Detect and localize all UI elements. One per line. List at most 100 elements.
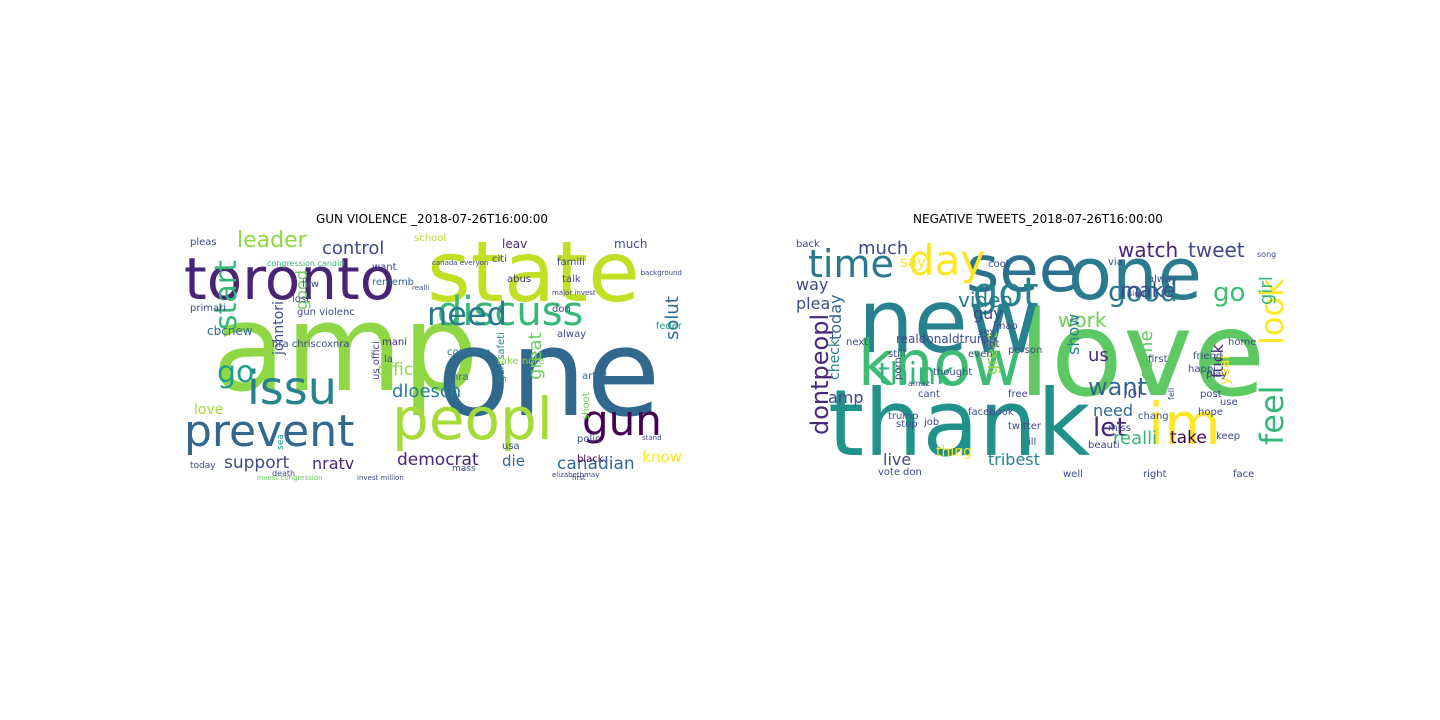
wordcloud-word: vote: [878, 467, 901, 478]
wordcloud-word: friend: [1193, 351, 1223, 362]
wordcloud-word: canadian: [557, 454, 635, 474]
wordcloud-word: die: [502, 452, 525, 470]
wordcloud-word: mani: [382, 337, 407, 348]
wordcloud-word: next: [846, 337, 869, 348]
wordcloud-word: invest congression: [257, 474, 323, 482]
wordcloud-word: toronto: [184, 245, 396, 313]
wordcloud-word: stop: [896, 419, 918, 430]
wordcloud-word: back: [796, 239, 820, 250]
wordcloud-word: twitter: [1008, 421, 1041, 432]
wordcloud-word: democrat: [397, 450, 479, 470]
wordcloud-word: face: [1233, 469, 1255, 480]
wordcloud-word: today: [826, 294, 845, 341]
wordcloud-word: cool: [988, 259, 1009, 270]
wordcloud-word: pleas: [190, 237, 217, 248]
wordcloud-word: work: [1058, 308, 1107, 332]
wordcloud-negative-tweets: love thank new one see know im day time got feel lo…: [788, 230, 1288, 482]
wordcloud-word: background: [640, 269, 682, 277]
wordcloud-word: know: [642, 448, 682, 466]
wordcloud-word: beauti: [1088, 440, 1120, 451]
wordcloud-word: love: [1018, 285, 1266, 423]
wordcloud-word: first: [1148, 354, 1168, 365]
wordcloud-word: way: [796, 275, 829, 294]
wordcloud-word: realli: [1113, 428, 1158, 449]
wordcloud-word: leader: [237, 230, 307, 253]
wordcloud-word: home: [1228, 337, 1257, 348]
wordcloud-word: gun violenc: [297, 307, 355, 318]
panel-title: GUN VIOLENCE _2018-07-26T16:00:00: [315, 212, 549, 226]
wordcloud-word: support: [224, 453, 290, 473]
wordcloud-word: got: [973, 270, 1039, 316]
wordcloud-word: congression candid: [267, 259, 345, 268]
wordcloud-word: first: [572, 474, 586, 482]
wordcloud-word: amp: [828, 388, 864, 407]
wordcloud-word: famili: [557, 257, 585, 268]
wordcloud-word: nratv: [312, 454, 355, 473]
wordcloud-word: start: [209, 260, 244, 330]
wordcloud-word: girl: [1256, 276, 1277, 305]
wordcloud-word: new: [858, 270, 1040, 373]
wordcloud-word: good: [1108, 275, 1178, 308]
wordcloud-word: see: [966, 233, 1079, 307]
wordcloud-word: major invest: [552, 289, 596, 297]
wordcloud-word: sign: [1128, 289, 1145, 298]
wordcloud-word: tweet: [1188, 238, 1245, 262]
wordcloud-word: right: [1143, 469, 1167, 480]
wordcloud-word: lmao: [993, 321, 1018, 332]
wordcloud-word: well: [1063, 469, 1083, 480]
wordcloud-word: cbcnew: [207, 324, 253, 338]
wordcloud-word: miss: [1108, 423, 1131, 434]
wordcloud-word: invest million: [357, 474, 404, 482]
wordcloud-word: want: [372, 262, 397, 273]
wordcloud-word: day: [908, 236, 986, 285]
wordcloud-word: alway: [557, 329, 587, 340]
wordcloud-word: trump: [888, 411, 919, 422]
wordcloud-word: commun: [447, 347, 491, 358]
wordcloud-word: thought: [933, 367, 973, 378]
wordcloud-word: use: [1220, 397, 1238, 408]
wordcloud-word: issu: [247, 361, 337, 415]
wordcloud-word: today: [190, 461, 216, 471]
wordcloud-panel-negative-tweets: NEGATIVE TWEETS_2018-07-26T16:00:00 love…: [778, 212, 1298, 502]
wordcloud-word: guy: [973, 304, 1003, 323]
wordcloud-word: person: [1008, 345, 1043, 356]
wordcloud-word: sea: [276, 434, 286, 450]
wordcloud-word: primari: [190, 303, 226, 314]
wordcloud-word: go: [217, 355, 255, 390]
wordcloud-word: porn: [893, 357, 904, 380]
wordcloud-word: need: [1093, 401, 1133, 420]
wordcloud-word: want: [1088, 373, 1147, 401]
wordcloud-gun-violence: amp one state toronto peopl prevent discuss iss…: [182, 230, 682, 482]
wordcloud-word: keep: [1216, 431, 1241, 442]
wordcloud-word: us offici: [371, 341, 382, 380]
wordcloud-word: still: [888, 349, 906, 360]
wordcloud-word: realli: [412, 284, 430, 292]
wordcloud-word: know: [858, 327, 1022, 400]
wordcloud-word: realdonaldtrump: [896, 332, 997, 346]
wordcloud-word: free: [1008, 389, 1028, 400]
wordcloud-word: let: [1093, 413, 1127, 443]
wordcloud-word: fell: [1167, 387, 1176, 400]
wordcloud-word: song: [1257, 250, 1277, 259]
wordcloud-word: gun: [582, 396, 662, 445]
wordcloud-word: peopl: [392, 385, 553, 453]
wordcloud-word: articl: [582, 371, 608, 382]
wordcloud-word: job: [924, 417, 940, 428]
wordcloud-word: hope: [1198, 407, 1223, 418]
wordcloud-word: need: [427, 295, 507, 333]
wordcloud-word: offic: [377, 360, 414, 380]
wordcloud-word: post: [1200, 389, 1222, 400]
wordcloud-word: take note: [497, 356, 545, 367]
wordcloud-word: leav: [502, 237, 528, 251]
wordcloud-word: live: [883, 450, 912, 469]
wordcloud-word: even: [968, 349, 993, 360]
wordcloud-word: dloesch: [392, 381, 462, 402]
wordcloud-word: thing: [936, 444, 973, 460]
wordcloud-word: take: [1170, 428, 1207, 448]
wordcloud-word: alway: [1148, 274, 1178, 285]
wordcloud-word: amaz: [908, 379, 930, 388]
wordcloud-word: control: [322, 238, 385, 259]
wordcloud-word: video: [958, 288, 1013, 312]
wordcloud-word: canada everyon: [432, 259, 489, 267]
wordcloud-word: stand: [642, 434, 662, 442]
